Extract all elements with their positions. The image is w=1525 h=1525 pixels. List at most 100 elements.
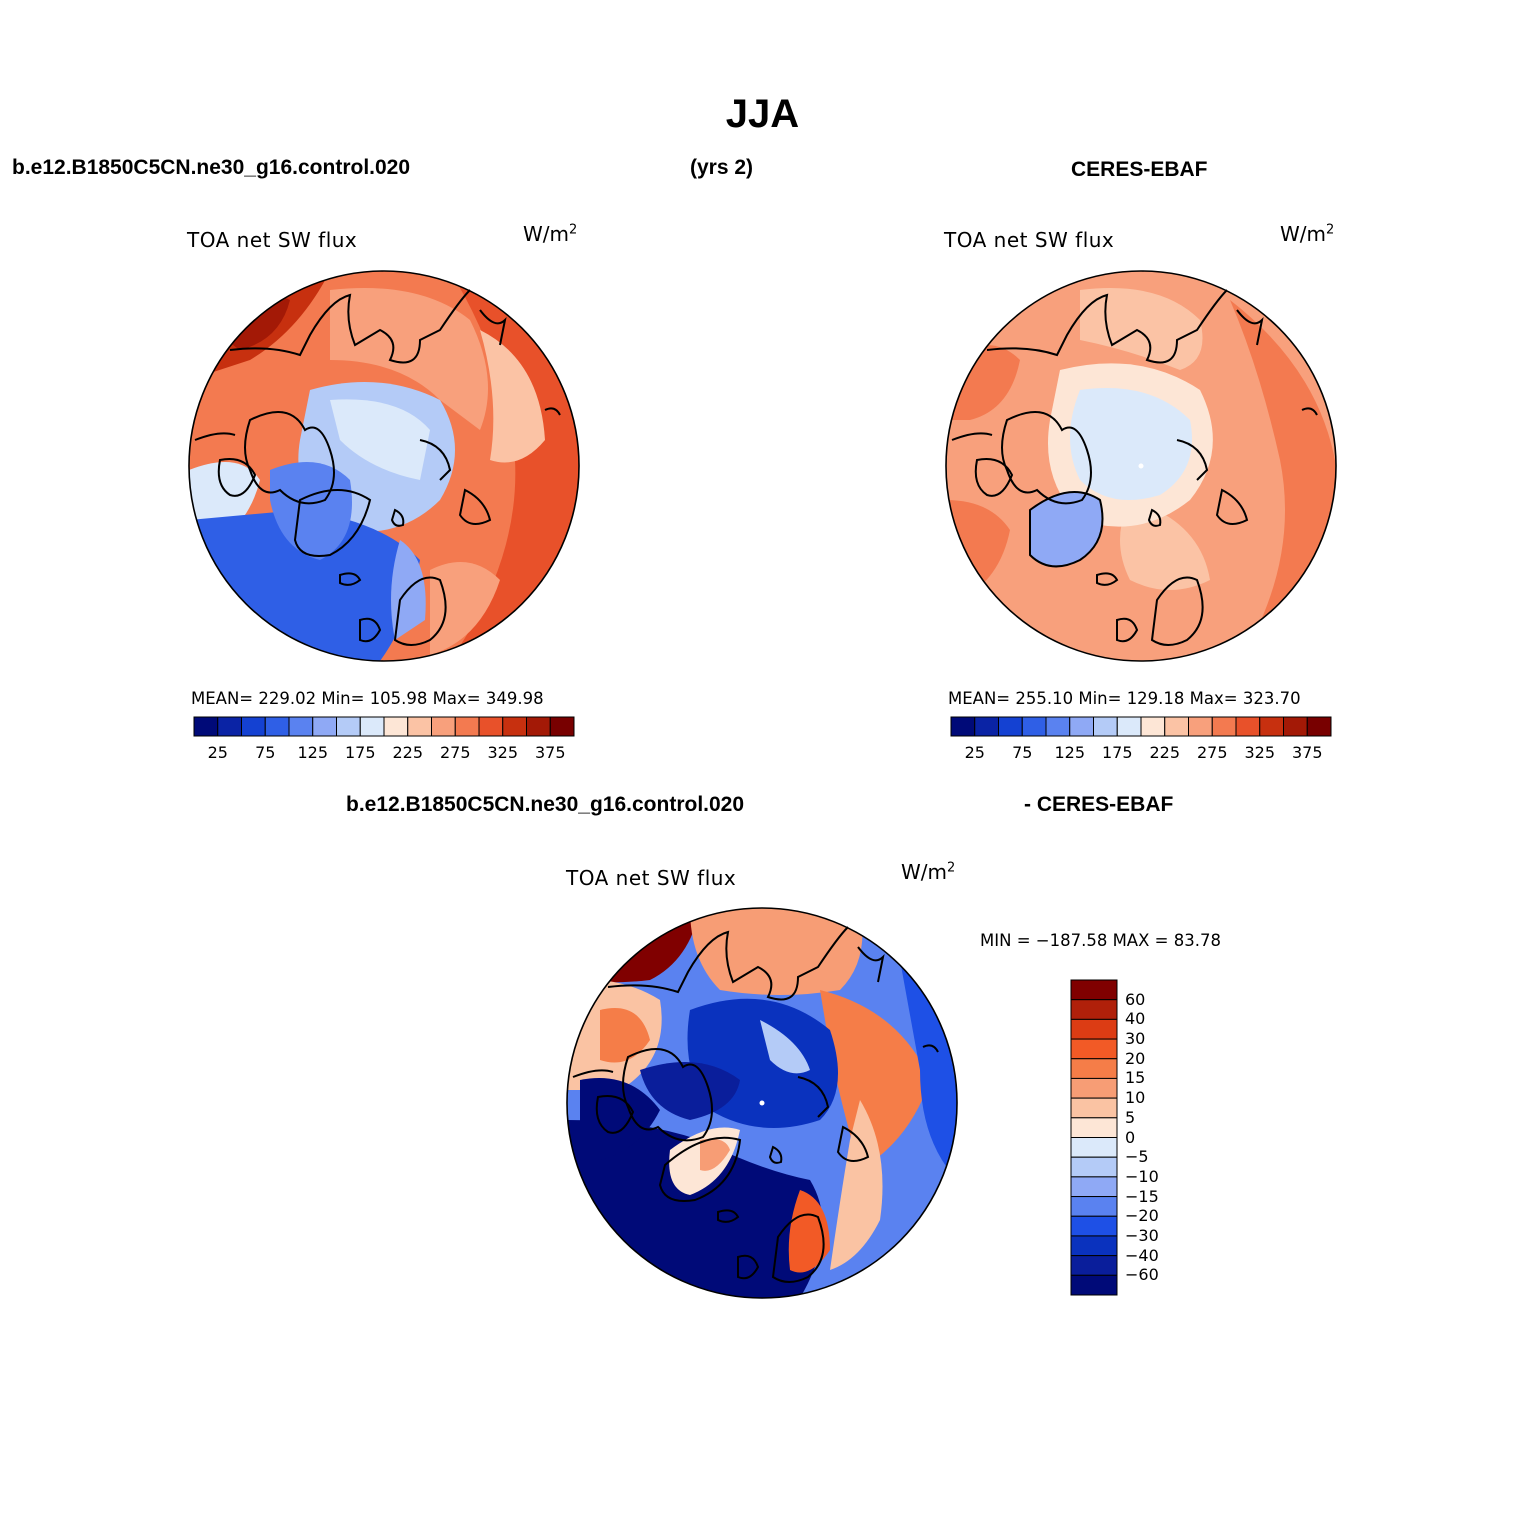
colorbar-tick-label: −15 (1125, 1186, 1159, 1206)
map-obs (945, 270, 1337, 662)
colorbar-swatch (1070, 1038, 1118, 1060)
colorbar-tick-label: 75 (255, 743, 276, 762)
colorbar-tick-label: 10 (1125, 1088, 1146, 1108)
colorbar-tick-label: 275 (1196, 743, 1228, 762)
colorbar-swatch (1070, 1274, 1118, 1296)
colorbar-swatch (241, 716, 266, 737)
colorbar-swatch (1070, 1018, 1118, 1040)
colorbar-swatch (1070, 999, 1118, 1020)
colorbar-tick-label: 325 (1244, 743, 1276, 762)
colorbar-tick-label: 25 (207, 743, 228, 762)
colorbar-swatch (217, 716, 242, 737)
colorbar-swatch (1211, 716, 1237, 737)
colorbar-tick-label: 275 (439, 743, 471, 762)
colorbar-swatch (1259, 716, 1284, 737)
colorbar-swatch (1070, 1137, 1118, 1158)
colorbar-tick-label: 0 (1125, 1127, 1136, 1147)
colorbar-swatch (1070, 1156, 1118, 1178)
colorbar-swatch (407, 716, 432, 737)
colorbar-swatch (1045, 716, 1071, 737)
colorbar-tick-label: 125 (1054, 743, 1086, 762)
panel-diff-title: TOA net SW flux (566, 866, 737, 890)
colorbar-swatch (1070, 1255, 1118, 1276)
colorbar-swatch (383, 716, 409, 737)
colorbar-swatch (1070, 1196, 1118, 1217)
colorbar-swatch (312, 716, 337, 737)
colorbar-swatch (359, 716, 385, 737)
panel-diff-units: W/m2 (901, 860, 956, 884)
panel-model-title: TOA net SW flux (187, 228, 358, 252)
colorbar-swatch (1070, 1117, 1118, 1138)
colorbar-tick-label: 175 (344, 743, 376, 762)
colorbar-swatch (549, 716, 575, 737)
colorbar-tick-label: 75 (1012, 743, 1033, 762)
colorbar-swatch (1164, 716, 1189, 737)
colorbar-swatch (1116, 716, 1142, 737)
colorbar-swatch (1070, 1215, 1118, 1237)
panel-model-units: W/m2 (523, 222, 578, 246)
panel-diff-stats: MIN = −187.58 MAX = 83.78 (980, 931, 1221, 950)
colorbar-swatch (1283, 716, 1308, 737)
colorbar-swatch (431, 716, 456, 737)
colorbar-swatch (502, 716, 527, 737)
colorbar-tick-label: 15 (1125, 1068, 1146, 1088)
colorbar-swatch (1070, 1097, 1118, 1119)
colorbar-tick-label: −30 (1125, 1225, 1159, 1245)
colorbar-tick-label: −5 (1125, 1147, 1149, 1167)
figure-title: JJA (725, 92, 800, 136)
colorbar-tick-label: 225 (1149, 743, 1181, 762)
colorbar-swatch (974, 716, 999, 737)
case-name-label: b.e12.B1850C5CN.ne30_g16.control.020 (12, 156, 411, 179)
colorbar-swatch (1069, 716, 1094, 737)
map-diff (566, 907, 958, 1299)
colorbar-tick-label: 225 (392, 743, 424, 762)
diff-obs-label: - CERES-EBAF (1024, 793, 1174, 816)
panel-model-stats: MEAN= 229.02 Min= 105.98 Max= 349.98 (191, 689, 544, 708)
colorbar-swatch (478, 716, 504, 737)
diff-case-label: b.e12.B1850C5CN.ne30_g16.control.020 (346, 793, 745, 816)
colorbar-swatch (1188, 716, 1213, 737)
years-label: (yrs 2) (690, 156, 754, 179)
colorbar-swatch (1235, 716, 1261, 737)
panel-obs-title: TOA net SW flux (944, 228, 1115, 252)
colorbar-tick-label: 375 (1291, 743, 1323, 762)
map-model (188, 270, 580, 662)
colorbar-tick-label: −20 (1125, 1206, 1159, 1226)
colorbar-swatch (193, 716, 219, 737)
colorbar-tick-label: −60 (1125, 1265, 1159, 1285)
colorbar-swatch (1306, 716, 1332, 737)
colorbar-swatch (1140, 716, 1166, 737)
colorbar-tick-label: 175 (1101, 743, 1133, 762)
panel-obs-stats: MEAN= 255.10 Min= 129.18 Max= 323.70 (948, 689, 1301, 708)
colorbar-tick-label: 325 (487, 743, 519, 762)
colorbar-swatch (454, 716, 480, 737)
colorbar-swatch (1093, 716, 1118, 737)
colorbar-swatch (1070, 1058, 1118, 1079)
colorbar-swatch (998, 716, 1023, 737)
colorbar-tick-label: 20 (1125, 1048, 1146, 1068)
colorbar-swatch (1070, 979, 1118, 1001)
colorbar-model (193, 716, 575, 737)
colorbar-swatch (1070, 1235, 1118, 1257)
colorbar-swatch (526, 716, 551, 737)
colorbar-swatch (1070, 1176, 1118, 1198)
colorbar-tick-label: 125 (297, 743, 329, 762)
colorbar-tick-label: −40 (1125, 1245, 1159, 1265)
colorbar-tick-label: −10 (1125, 1166, 1159, 1186)
obs-name-label: CERES-EBAF (1071, 158, 1208, 181)
colorbar-tick-label: 25 (964, 743, 985, 762)
colorbar-tick-label: 30 (1125, 1029, 1146, 1049)
pole-point (1138, 463, 1144, 469)
colorbar-swatch (288, 716, 314, 737)
colorbar-tick-label: 5 (1125, 1107, 1136, 1127)
colorbar-swatch (336, 716, 361, 737)
pole-point (759, 1100, 765, 1106)
colorbar-tick-label: 375 (534, 743, 566, 762)
panel-obs-units: W/m2 (1280, 222, 1335, 246)
colorbar-swatch (1021, 716, 1047, 737)
colorbar-swatch (264, 716, 290, 737)
colorbar-diff (1070, 979, 1118, 1296)
colorbar-tick-label: 60 (1125, 989, 1146, 1009)
colorbar-swatch (950, 716, 976, 737)
